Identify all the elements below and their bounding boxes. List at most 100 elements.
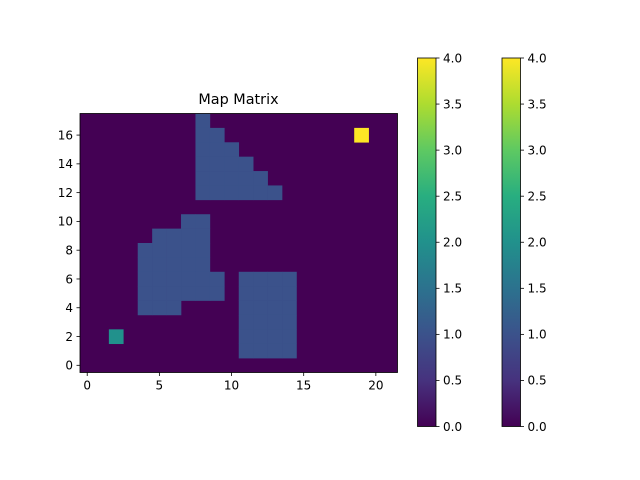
heatmap-cell (354, 127, 369, 143)
heatmap-cell (195, 185, 211, 201)
heatmap-cell (267, 300, 283, 316)
heatmap-cell (238, 156, 254, 172)
heatmap-cell (238, 271, 254, 287)
y-tick-label: 16 (58, 128, 73, 142)
y-tick-label: 0 (65, 359, 73, 373)
heatmap-cell (209, 185, 225, 201)
colorbar-gradient (501, 57, 521, 427)
heatmap-cell (181, 214, 196, 229)
heatmap-cell (195, 171, 211, 186)
x-tick-label: 5 (156, 379, 164, 393)
heatmap-cell (166, 228, 182, 244)
heatmap-cell (238, 185, 254, 201)
colorbar-tick-label: 4.0 (443, 51, 462, 65)
heatmap-cell (253, 314, 268, 330)
y-tick-label: 2 (65, 330, 73, 344)
axes-frame (79, 113, 398, 373)
colorbar-1: 0.0 0.5 1.0 1.5 2.0 2.5 3.0 3.5 4.0 (417, 51, 462, 434)
heatmap-cell (181, 271, 196, 287)
colorbar-tick-label: 0.0 (443, 420, 462, 434)
heatmap-cell (282, 314, 297, 330)
heatmap-cell (152, 286, 167, 301)
heatmap-cell (238, 286, 254, 301)
heatmap-cell (282, 286, 297, 301)
heatmap-cell (181, 286, 196, 301)
heatmap-cell (166, 257, 182, 273)
heatmap-cell (166, 243, 182, 258)
colorbar-tick-label: 1.5 (528, 282, 547, 296)
heatmap-cell (253, 271, 268, 287)
heatmap-cell (195, 243, 211, 258)
heatmap-cell (209, 156, 225, 172)
y-axis: 0 2 4 6 8 10 12 14 16 (58, 128, 80, 373)
heatmap-cell (152, 300, 167, 316)
y-tick-label: 6 (65, 272, 73, 286)
heatmap-cell (267, 329, 283, 345)
heatmap-cell (224, 171, 240, 186)
heatmap-cell (152, 228, 167, 244)
heatmap-cell (238, 300, 254, 316)
colorbar-gradient (417, 57, 437, 427)
heatmap-cell (282, 343, 297, 359)
heatmap-cell (267, 271, 283, 287)
heatmap-cell (282, 300, 297, 316)
heatmap-cell (253, 300, 268, 316)
heatmap-cell (152, 257, 167, 273)
heatmap-cell (267, 185, 283, 201)
heatmap-cell (253, 185, 268, 201)
colorbar-tick-label: 1.5 (443, 282, 462, 296)
colorbar-tick-label: 0.0 (528, 420, 547, 434)
colorbar-tick-label: 3.0 (443, 143, 462, 157)
heatmap-cell (195, 228, 211, 244)
chart-title: Map Matrix (198, 92, 279, 108)
x-tick-label: 0 (83, 379, 91, 393)
colorbar-tick-label: 4.0 (528, 51, 547, 65)
heatmap-cell (282, 271, 297, 287)
y-tick-label: 10 (58, 215, 73, 229)
heatmap-cell (282, 329, 297, 345)
colorbar-tick-label: 2.5 (443, 189, 462, 203)
heatmap-cell (195, 142, 211, 157)
colorbar-tick-label: 3.5 (528, 97, 547, 111)
heatmap-cell (166, 300, 182, 316)
colorbar-tick-label: 1.0 (443, 328, 462, 342)
heatmap-cell (253, 343, 268, 359)
heatmap-cell (195, 214, 211, 229)
colorbar-tick-label: 2.5 (528, 189, 547, 203)
heatmap-cell (238, 343, 254, 359)
heatmap-cell (195, 257, 211, 273)
y-tick-label: 8 (65, 243, 73, 257)
heatmap-cell (166, 286, 182, 301)
heatmap-cell (137, 271, 153, 287)
heatmap-cell (195, 113, 211, 129)
x-axis: 0 5 10 15 20 (83, 372, 383, 393)
heatmap-cell (195, 271, 211, 287)
heatmap-cell (181, 243, 196, 258)
x-tick-label: 20 (368, 379, 383, 393)
colorbar-tick-label: 1.0 (528, 328, 547, 342)
heatmap-cell (137, 300, 153, 316)
colorbar-tick-label: 3.0 (528, 143, 547, 157)
heatmap-cell (224, 142, 240, 157)
heatmap-cell (224, 156, 240, 172)
heatmap-cell (224, 185, 240, 201)
colorbar-tick-label: 2.0 (528, 236, 547, 250)
heatmap-cell (209, 171, 225, 186)
heatmap-cell (267, 314, 283, 330)
colorbar-tick-label: 0.5 (443, 374, 462, 388)
heatmap-cell (238, 329, 254, 345)
heatmap-cell (209, 127, 225, 143)
y-tick-label: 14 (58, 157, 73, 171)
heatmap-cell (209, 271, 225, 287)
heatmap-cell (166, 271, 182, 287)
heatmap-cell (209, 286, 225, 301)
heatmap-area (79, 113, 398, 373)
heatmap-cell (181, 228, 196, 244)
heatmap-cell (253, 171, 268, 186)
heatmap-cell (195, 286, 211, 301)
heatmap-cell (209, 142, 225, 157)
colorbar-tick-label: 3.5 (443, 97, 462, 111)
heatmap-cell (195, 127, 211, 143)
heatmap-cell (238, 314, 254, 330)
